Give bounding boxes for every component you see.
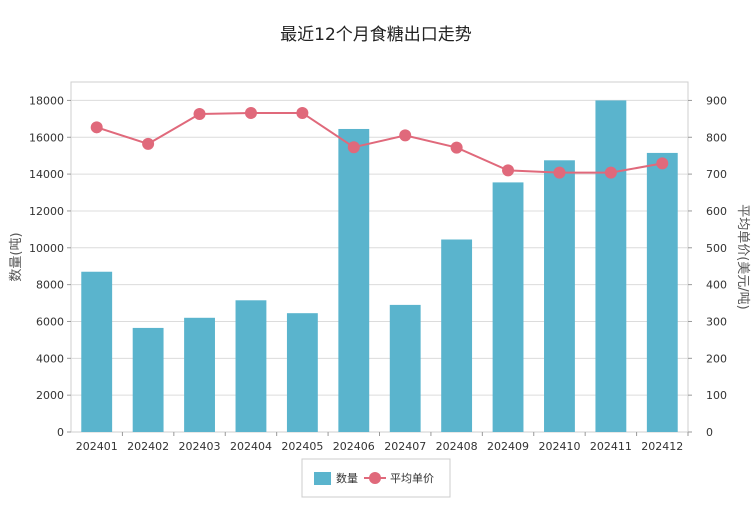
legend-line-marker [369, 472, 381, 484]
left-tick-label: 8000 [36, 279, 64, 292]
category-label: 202411 [590, 440, 632, 453]
bar [544, 160, 575, 432]
line-series [90, 106, 669, 179]
category-label: 202404 [230, 440, 272, 453]
left-tick-label: 12000 [29, 205, 64, 218]
right-tick-label: 800 [706, 131, 727, 144]
right-tick-label: 600 [706, 205, 727, 218]
bar [389, 304, 421, 432]
left-tick-label: 0 [57, 426, 64, 439]
category-axis-ticks: 202401 202402 202403 202404 202405 202406 2024… [76, 432, 689, 453]
category-label: 202412 [641, 440, 683, 453]
bar [286, 313, 318, 432]
right-tick-label: 100 [706, 389, 727, 402]
price-point [244, 106, 257, 119]
bar [646, 152, 678, 432]
category-label: 202408 [436, 440, 478, 453]
legend: 数量 平均单价 [301, 458, 451, 498]
price-point [450, 141, 463, 154]
legend-bar-label: 数量 [336, 472, 358, 485]
right-tick-label: 400 [706, 279, 727, 292]
category-label: 202410 [538, 440, 580, 453]
right-tick-label: 500 [706, 242, 727, 255]
price-point [399, 129, 412, 142]
left-tick-label: 14000 [29, 168, 64, 181]
right-axis-ticks: 0 100 200 300 400 500 600 700 800 900 [688, 94, 727, 439]
right-tick-label: 700 [706, 168, 727, 181]
gridlines [71, 99, 688, 396]
price-point [142, 137, 155, 150]
chart-title: 最近12个月食糖出口走势 [280, 25, 472, 45]
right-tick-label: 0 [706, 426, 713, 439]
left-tick-label: 10000 [29, 242, 64, 255]
price-point [90, 121, 103, 134]
category-label: 202405 [281, 440, 323, 453]
right-tick-label: 900 [706, 94, 727, 107]
bar [338, 128, 370, 432]
left-tick-label: 4000 [36, 352, 64, 365]
left-tick-label: 6000 [36, 315, 64, 328]
legend-line-label: 平均单价 [390, 472, 434, 485]
left-axis-title: 数量(吨) [9, 232, 24, 281]
left-tick-label: 2000 [36, 389, 64, 402]
price-point [553, 166, 566, 179]
legend-bar-swatch [314, 472, 331, 485]
bar [132, 327, 164, 432]
category-label: 202406 [333, 440, 375, 453]
price-point [347, 141, 360, 154]
bar [81, 271, 113, 432]
category-label: 202403 [179, 440, 221, 453]
price-point [193, 108, 206, 121]
bar [441, 239, 473, 432]
bar [492, 182, 524, 432]
bar [184, 317, 215, 432]
category-label: 202401 [76, 440, 118, 453]
left-tick-label: 16000 [29, 131, 64, 144]
category-label: 202407 [384, 440, 426, 453]
left-axis-ticks: 0 2000 4000 6000 8000 10000 12000 14000 16000 180… [29, 94, 71, 439]
bar-series [81, 100, 678, 432]
right-axis-title: 平均单价(美元/吨) [735, 204, 750, 310]
category-label: 202402 [127, 440, 169, 453]
price-point [296, 106, 309, 119]
right-tick-label: 200 [706, 352, 727, 365]
price-point [656, 157, 669, 170]
price-line [96, 111, 663, 174]
category-label: 202409 [487, 440, 529, 453]
price-point [502, 164, 515, 177]
right-tick-label: 300 [706, 315, 727, 328]
bar [595, 100, 627, 432]
bar [235, 300, 267, 432]
left-tick-label: 18000 [29, 94, 64, 107]
price-point [604, 166, 617, 179]
